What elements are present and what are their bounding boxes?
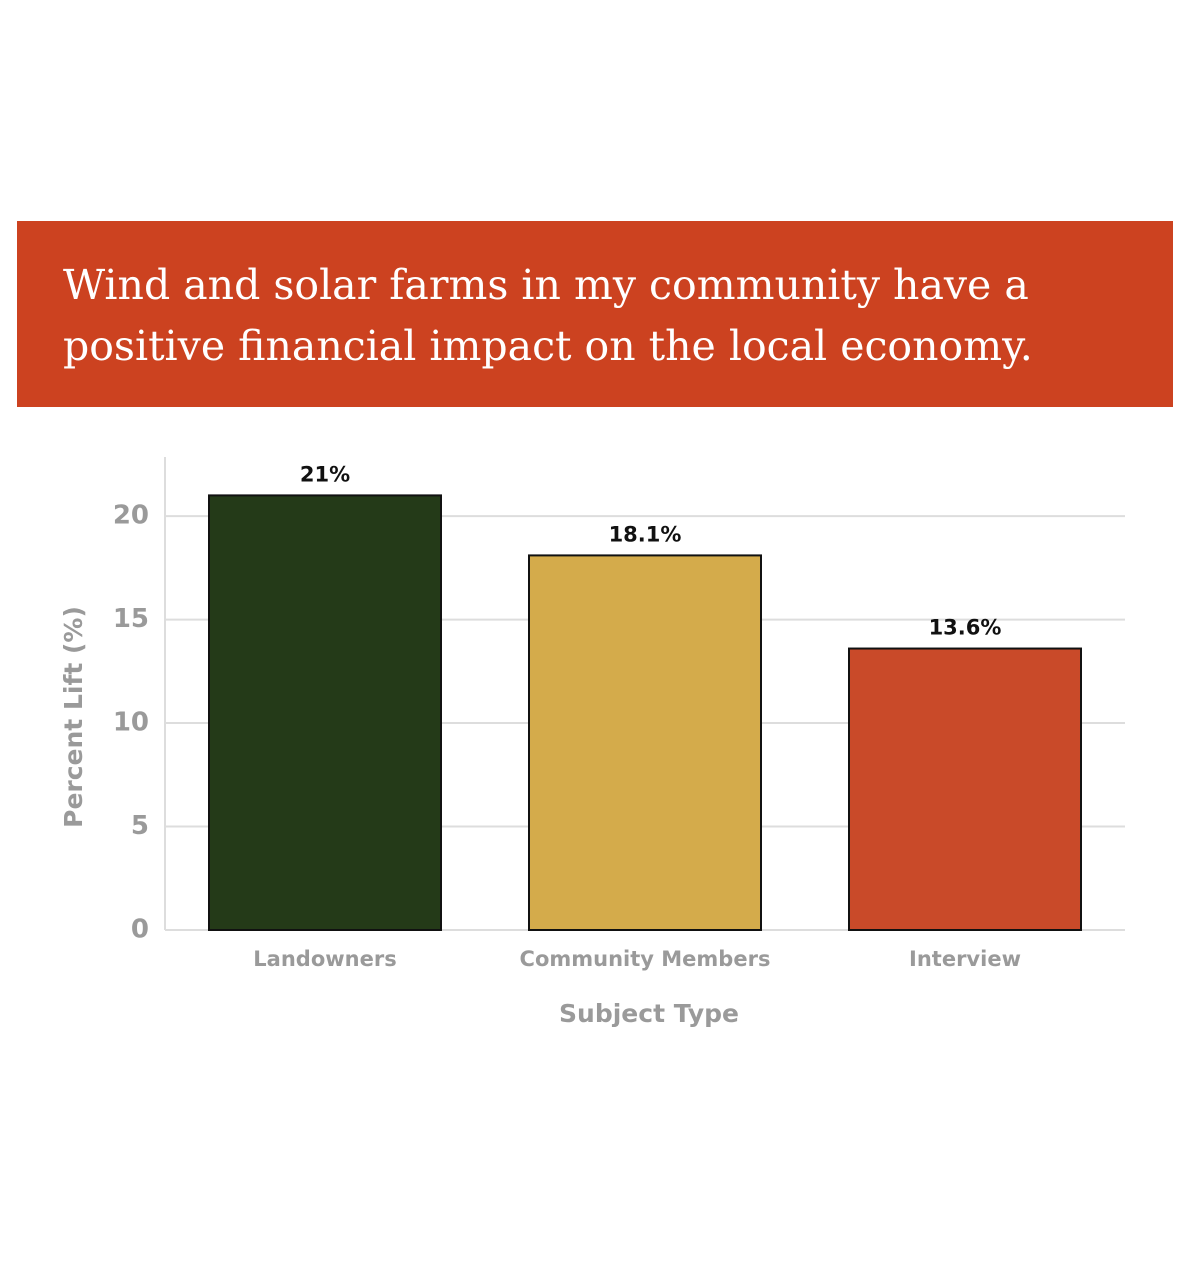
bar xyxy=(208,494,442,931)
bar xyxy=(528,554,762,931)
title-banner: Wind and solar farms in my community hav… xyxy=(17,221,1173,407)
y-tick-label: 15 xyxy=(113,604,149,634)
data-label: 21% xyxy=(300,462,350,486)
y-tick-label: 20 xyxy=(113,501,149,531)
data-label: 13.6% xyxy=(929,616,1002,640)
x-tick-label: Interview xyxy=(909,947,1021,971)
y-axis-label: Percent Lift (%) xyxy=(59,606,88,828)
bar xyxy=(848,647,1082,931)
y-tick-label: 10 xyxy=(113,708,149,738)
data-label: 18.1% xyxy=(609,522,682,546)
x-axis-label: Subject Type xyxy=(559,999,739,1028)
x-tick-label: Community Members xyxy=(520,947,771,971)
chart-title: Wind and solar farms in my community hav… xyxy=(63,261,1033,370)
y-tick-label: 5 xyxy=(131,811,149,841)
x-tick-label: Landowners xyxy=(253,947,396,971)
y-tick-label: 0 xyxy=(131,915,149,945)
